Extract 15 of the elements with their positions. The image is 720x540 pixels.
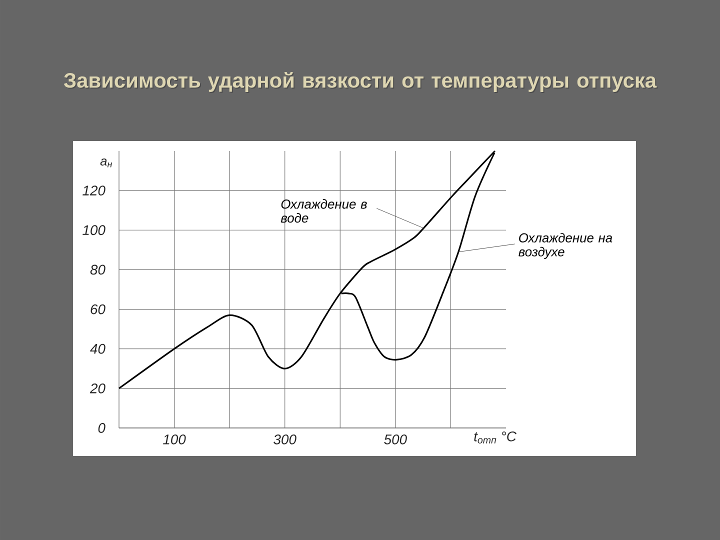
y-tick-label: 40 — [90, 344, 106, 354]
y-axis-title: a$_{н}$ — [100, 158, 112, 168]
y-tick-label: 80 — [90, 264, 106, 275]
x-tick-label: 500 — [384, 434, 407, 444]
y-tick-label: 100 — [82, 225, 106, 236]
x-axis-title: t$_{отп}$ °C — [474, 431, 517, 444]
x-tick-label: 100 — [163, 434, 186, 444]
y-tick-label: 20 — [90, 383, 106, 394]
annotation: Охлаждение на воздухе — [518, 232, 612, 259]
chart-title: Зависимость ударной вязкости от температуры отпуска — [64, 73, 658, 93]
y-tick-label: 0 — [98, 423, 106, 433]
x-tick-label: 300 — [274, 434, 296, 444]
y-tick-label: 60 — [90, 304, 106, 314]
annotation: Охлаждение в воде — [280, 199, 367, 223]
y-tick-label: 120 — [82, 186, 106, 196]
